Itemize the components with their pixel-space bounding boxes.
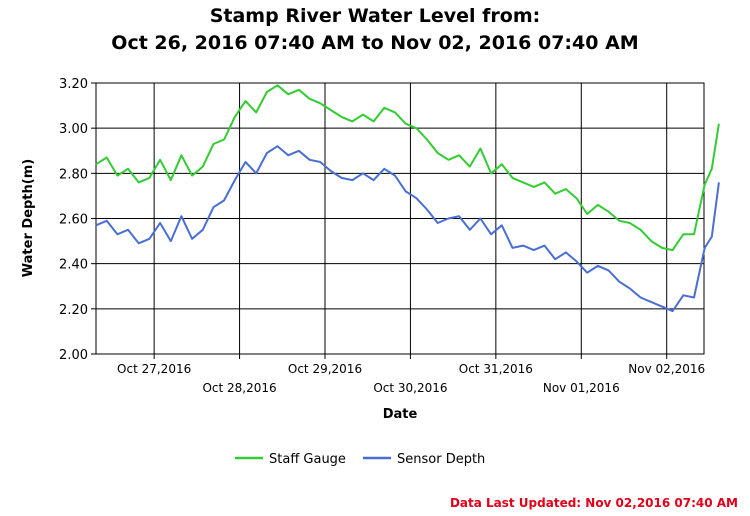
y-tick-label: 2.80: [59, 167, 88, 182]
y-tick-label: 2.20: [59, 303, 88, 318]
x-tick-label: Oct 31,2016: [459, 362, 533, 376]
x-axis-ticks: Oct 27,2016 Oct 28,2016 Oct 29,2016 Oct 30,…: [117, 354, 705, 395]
series-line-staff-gauge: [95, 84, 720, 252]
chart-title-line1: Stamp River Water Level from:: [210, 5, 541, 27]
x-tick-label: Oct 27,2016: [117, 362, 191, 376]
chart-title-line2: Oct 26, 2016 07:40 AM to Nov 02, 2016 07…: [111, 32, 638, 54]
legend-label-sensor-depth: Sensor Depth: [397, 452, 485, 467]
series-line-sensor-depth: [95, 145, 720, 313]
x-tick-label: Oct 30,2016: [373, 381, 447, 395]
x-tick-label: Oct 28,2016: [202, 381, 276, 395]
water-level-chart: Stamp River Water Level from: Oct 26, 20…: [21, 5, 720, 467]
y-axis-label: Water Depth(m): [21, 159, 36, 277]
x-tick-label: Oct 29,2016: [288, 362, 362, 376]
x-axis-label: Date: [383, 407, 418, 422]
grid-lines: [96, 82, 704, 355]
y-tick-label: 2.40: [59, 258, 88, 273]
legend-label-staff-gauge: Staff Gauge: [269, 452, 346, 467]
y-tick-label: 3.20: [59, 77, 88, 92]
series-lines: [95, 84, 720, 313]
x-tick-label: Nov 02,2016: [628, 362, 705, 376]
y-axis-ticks: 3.20 3.00 2.80 2.60 2.40 2.20 2.00: [59, 77, 96, 363]
y-tick-label: 3.00: [59, 122, 88, 137]
x-tick-label: Nov 01,2016: [543, 381, 620, 395]
last-updated-text: Data Last Updated: Nov 02,2016 07:40 AM: [449, 496, 738, 510]
y-tick-label: 2.00: [59, 348, 88, 363]
legend: Staff Gauge Sensor Depth: [235, 452, 485, 467]
y-tick-label: 2.60: [59, 213, 88, 228]
